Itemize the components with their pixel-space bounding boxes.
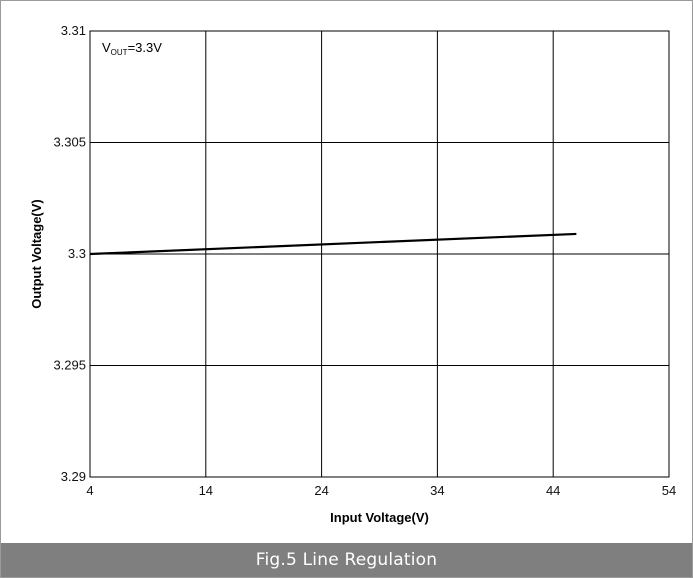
- x-tick-label: 34: [430, 483, 444, 498]
- line-chart: 4 14 24 34 44 54 3.29 3.295 3.3 3.305 3.31 Input …: [29, 23, 676, 525]
- y-axis-title: Output Voltage(V): [29, 199, 44, 309]
- x-tick-label: 44: [546, 483, 560, 498]
- y-tick-label: 3.31: [61, 23, 86, 38]
- series-line: [89, 232, 577, 256]
- annotation-main: V: [102, 40, 111, 55]
- x-axis-ticks: 4 14 24 34 44 54: [86, 483, 676, 498]
- x-tick-label: 54: [662, 483, 676, 498]
- y-tick-label: 3.29: [61, 469, 86, 484]
- x-tick-label: 4: [86, 483, 93, 498]
- annotation-value: =3.3V: [128, 40, 163, 55]
- x-tick-label: 14: [199, 483, 213, 498]
- x-tick-label: 24: [314, 483, 328, 498]
- y-axis-ticks: 3.29 3.295 3.3 3.305 3.31: [53, 23, 86, 484]
- grid: [89, 30, 670, 478]
- figure-caption: Fig.5 Line Regulation: [1, 543, 692, 577]
- series-layer: [89, 232, 577, 256]
- y-tick-label: 3.295: [53, 358, 86, 373]
- vout-annotation: VOUT=3.3V: [102, 40, 162, 57]
- x-axis-title: Input Voltage(V): [330, 510, 429, 525]
- y-tick-label: 3.305: [53, 135, 86, 150]
- annotation-subscript: OUT: [111, 48, 128, 57]
- y-tick-label: 3.3: [68, 246, 86, 261]
